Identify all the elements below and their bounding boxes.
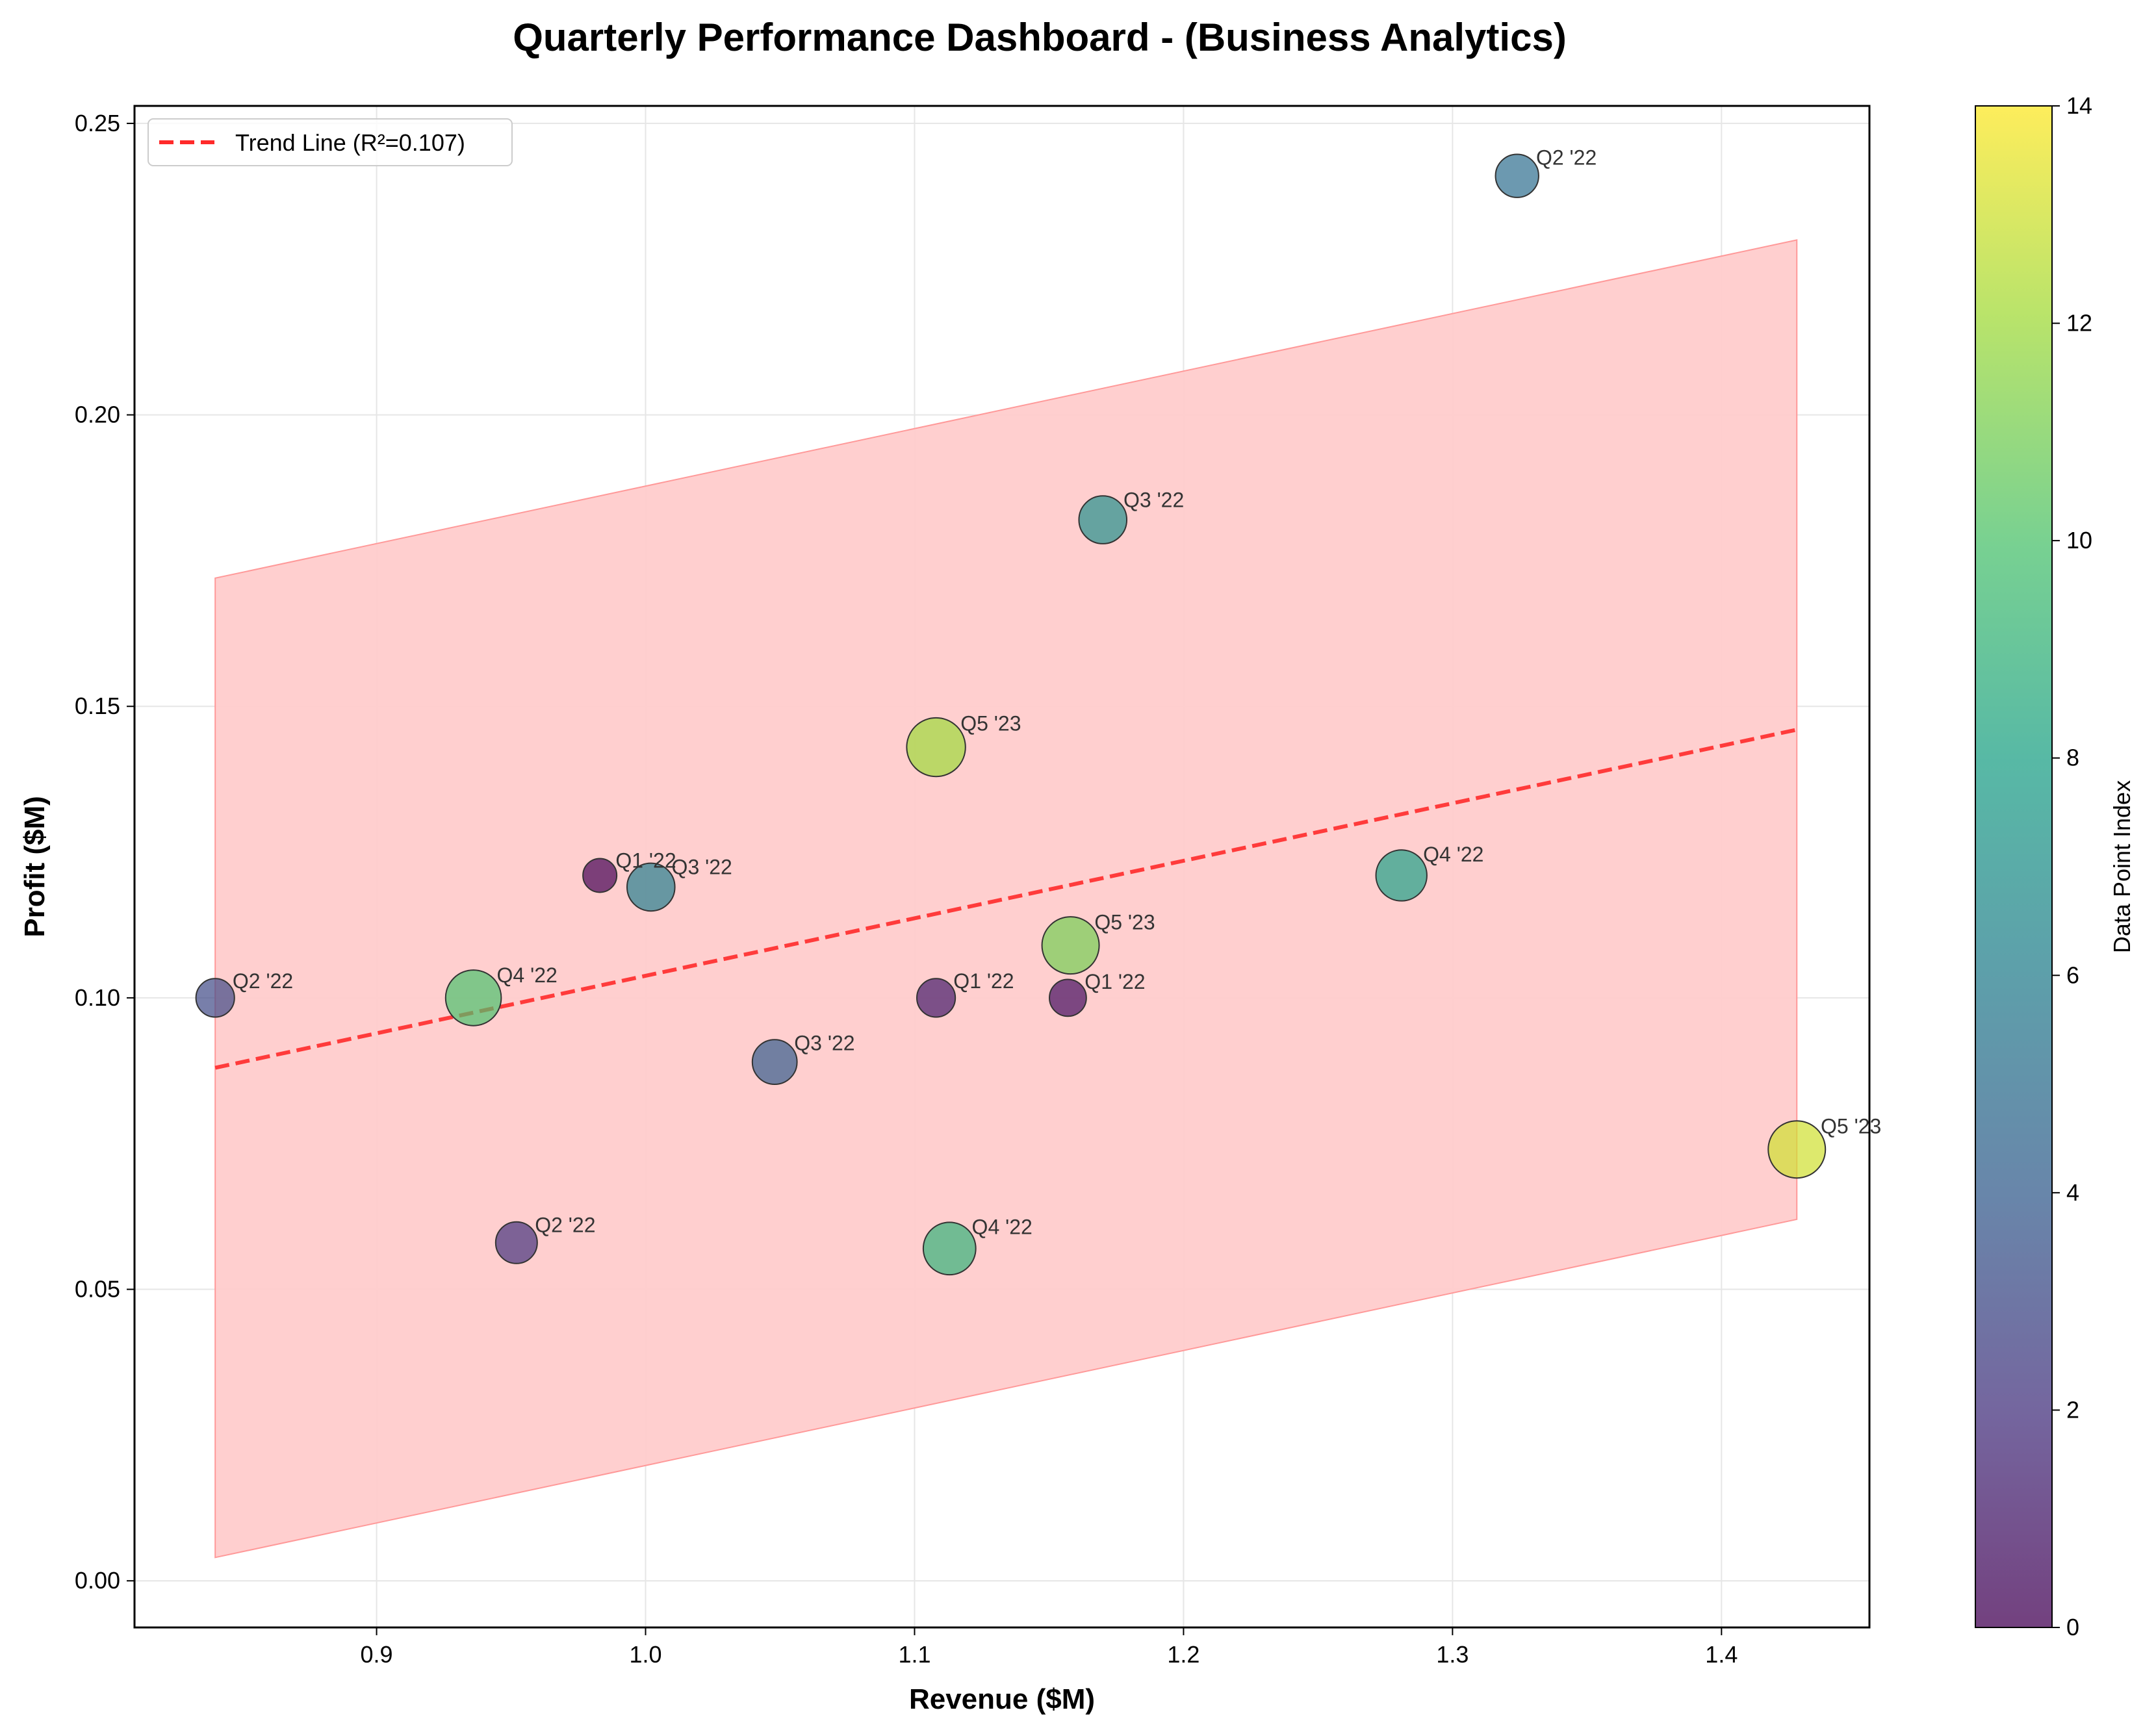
data-point-label: Q4 '22 [497, 963, 558, 987]
data-point-label: Q2 '22 [1536, 146, 1597, 169]
data-point-label: Q5 '23 [1094, 910, 1155, 934]
colorbar-tick-label: 4 [2066, 1179, 2079, 1206]
data-point-label: Q4 '22 [972, 1215, 1033, 1238]
x-tick-label: 0.9 [361, 1641, 393, 1668]
x-tick-label: 1.4 [1705, 1641, 1738, 1668]
data-point [444, 969, 502, 1026]
data-point-label: Q5 '23 [960, 711, 1021, 735]
data-point [916, 978, 956, 1018]
data-point-label: Q4 '22 [1423, 843, 1483, 866]
x-tick-label: 1.2 [1167, 1641, 1200, 1668]
colorbar-ticks: 0 2 4 6 8 10 12 14 [2052, 92, 2092, 1640]
x-tick-label: 1.3 [1436, 1641, 1469, 1668]
colorbar-tick-label: 10 [2066, 527, 2092, 554]
points-layer [195, 153, 1827, 1276]
data-point [626, 862, 676, 912]
data-point-label: Q2 '22 [535, 1213, 595, 1236]
colorbar-tick-label: 8 [2066, 745, 2079, 771]
colorbar-tick-label: 14 [2066, 92, 2092, 119]
x-tick-label: 1.0 [629, 1641, 661, 1668]
data-point-label: Q3 '22 [794, 1032, 854, 1055]
data-point [906, 717, 966, 778]
x-axis: 0.9 1.0 1.1 1.2 1.3 1.4 [361, 1627, 1738, 1668]
y-axis-label: Profit ($M) [19, 796, 51, 937]
data-point-label: Q2 '22 [233, 969, 293, 993]
colorbar-tick-label: 6 [2066, 962, 2079, 988]
point-labels-layer: Q1 '22 Q1 '22 Q1 '22 Q2 '22 Q2 '22 Q2 '22 Q3 '… [233, 146, 1881, 1238]
x-tick-label: 1.1 [898, 1641, 930, 1668]
y-tick-label: 0.00 [75, 1567, 120, 1594]
data-point-label: Q1 '22 [1084, 970, 1145, 993]
data-point [1375, 849, 1428, 902]
x-axis-label: Revenue ($M) [909, 1683, 1095, 1715]
y-tick-label: 0.25 [75, 110, 120, 136]
data-point [1078, 495, 1128, 544]
data-point-label: Q1 '22 [953, 969, 1014, 993]
confidence-band [214, 239, 1798, 1559]
colorbar-tick-label: 12 [2066, 310, 2092, 337]
legend: Trend Line (R²=0.107) [148, 118, 513, 166]
data-point-label: Q5 '23 [1821, 1114, 1881, 1138]
colorbar-tick-label: 0 [2066, 1614, 2079, 1640]
data-point [1041, 916, 1100, 975]
data-point-label: Q1 '22 [615, 848, 676, 872]
y-tick-label: 0.10 [75, 984, 120, 1011]
y-axis: 0.00 0.05 0.10 0.15 0.20 0.25 [75, 110, 135, 1594]
data-point [494, 1221, 538, 1264]
confidence-band-layer [214, 239, 1798, 1559]
colorbar-tick-label: 2 [2066, 1396, 2079, 1423]
data-point [582, 858, 618, 893]
data-point [1767, 1120, 1827, 1179]
plot-frame [133, 105, 1871, 1629]
colorbar-label: Data Point Index [2109, 780, 2135, 953]
chart-title: Quarterly Performance Dashboard - (Busin… [513, 16, 1567, 59]
y-tick-label: 0.05 [75, 1276, 120, 1303]
data-point [1495, 153, 1539, 198]
y-tick-label: 0.15 [75, 693, 120, 719]
legend-box [148, 118, 513, 166]
data-point [751, 1039, 798, 1086]
colorbar-gradient [1975, 106, 2052, 1627]
data-point-label: Q3 '22 [1123, 488, 1184, 511]
legend-trend-label: Trend Line (R²=0.107) [235, 129, 465, 156]
y-tick-label: 0.20 [75, 402, 120, 428]
data-point [1049, 978, 1087, 1017]
data-point-label: Q3 '22 [672, 856, 732, 879]
colorbar-frame [1975, 105, 2053, 1628]
colorbar: 0 2 4 6 8 10 12 14 Data Point Index [1975, 92, 2135, 1640]
data-point [195, 978, 235, 1018]
data-point [922, 1221, 977, 1276]
